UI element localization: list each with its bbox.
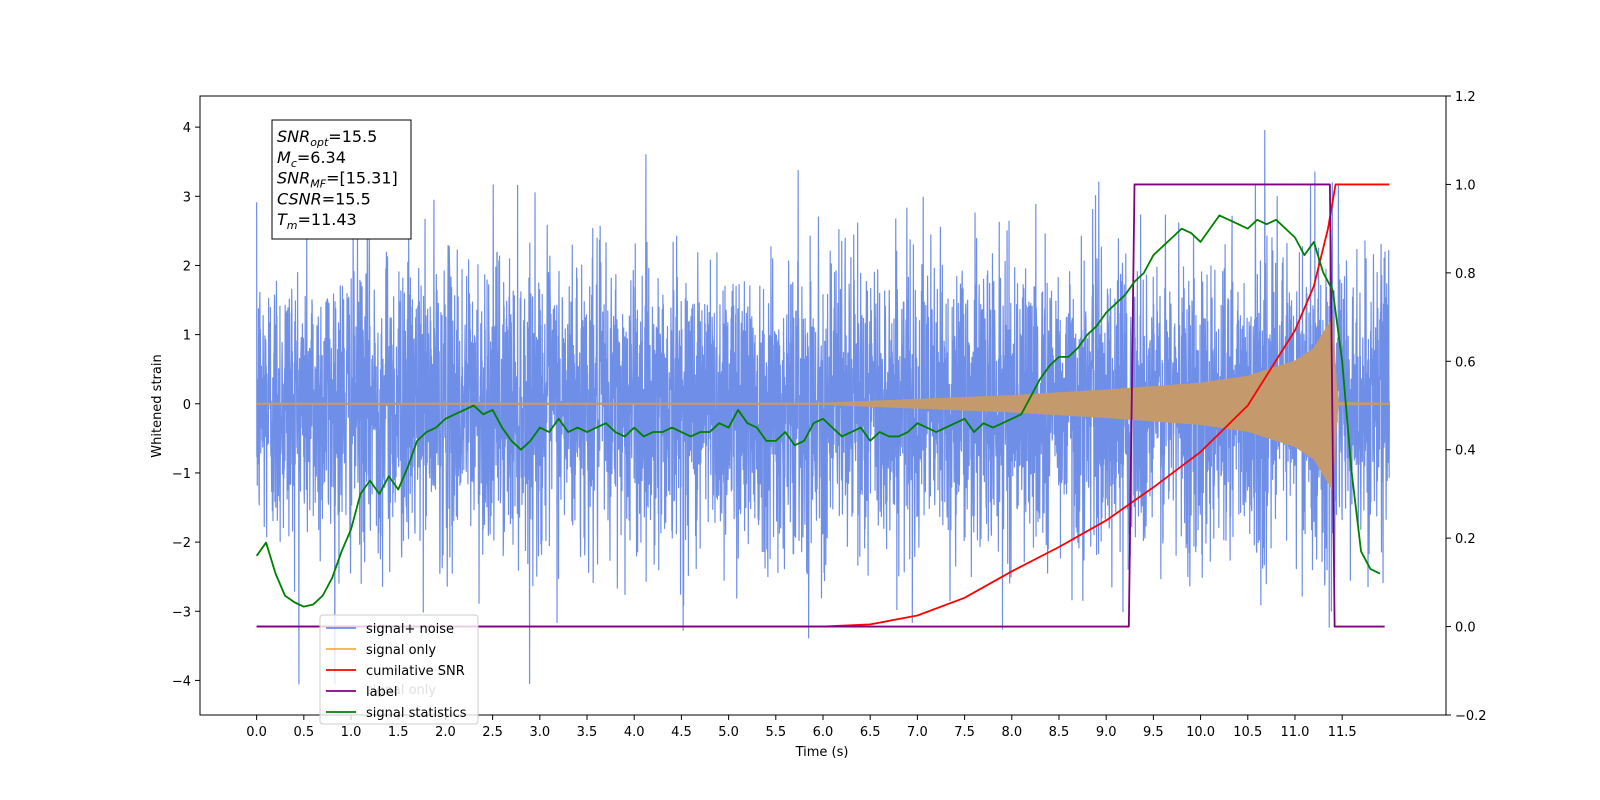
y-tick-label: 2 [183, 259, 191, 274]
annotation-value: =15.5 [322, 189, 371, 208]
legend: signal only signal+ noise signal only cumil… [319, 614, 479, 725]
legend-label: cumilative SNR [366, 664, 465, 679]
x-tick-label: 0.5 [293, 725, 314, 740]
annotation-value: =15.5 [328, 127, 377, 146]
legend-label: signal only [366, 643, 436, 658]
annotation-line: CSNR=15.5 [277, 189, 371, 208]
y2-tick-label: 0.6 [1455, 355, 1476, 370]
y-tick-label: 4 [183, 121, 191, 136]
annotation-value: =11.43 [298, 210, 357, 229]
y-tick-label: 3 [183, 190, 191, 205]
x-axis-label: Time (s) [795, 745, 849, 760]
legend-hidden-text: signal only [366, 683, 436, 698]
y2-tick-label: 0.0 [1455, 621, 1476, 636]
x-tick-label: 9.5 [1143, 725, 1164, 740]
annotation-line: SNRopt=15.5 [277, 127, 377, 149]
x-tick-label: 9.0 [1096, 725, 1117, 740]
y2-tick-label: 1.0 [1455, 178, 1476, 193]
y-axis-left: 4 3 2 1 0 −1 −2 −3 −4 [172, 121, 200, 689]
x-tick-label: 6.0 [813, 725, 834, 740]
x-tick-label: 7.0 [907, 725, 928, 740]
x-tick-label: 4.5 [671, 725, 692, 740]
y2-tick-label: −0.2 [1455, 709, 1487, 724]
y-tick-label: −3 [172, 605, 191, 620]
y2-tick-label: 0.8 [1455, 267, 1476, 282]
annotation-value: =6.34 [297, 148, 346, 167]
annotation-symbol: M [277, 148, 291, 167]
legend-label: label [366, 685, 397, 700]
legend-label: signal statistics [366, 706, 467, 721]
signal-noise-line [256, 129, 1390, 685]
right-axis-series [255, 183, 1390, 628]
x-tick-label: 5.0 [718, 725, 739, 740]
x-tick-label: 11.5 [1328, 725, 1357, 740]
y-tick-label: −2 [172, 536, 191, 551]
x-tick-label: 2.5 [482, 725, 503, 740]
annotation-box-frame [271, 119, 412, 240]
x-tick-label: 4.0 [624, 725, 645, 740]
annotation-symbol: T [277, 210, 288, 229]
annotation-symbol: SNR [277, 127, 310, 146]
series-signal-noise [256, 129, 1390, 685]
annotation-subscript: c [291, 157, 297, 170]
y2-tick-label: 0.4 [1455, 444, 1476, 459]
y-axis-right: 1.2 1.0 0.8 0.6 0.4 0.2 0.0 −0.2 [1446, 90, 1487, 724]
x-tick-label: 0.0 [246, 725, 267, 740]
annotation-subscript: opt [310, 136, 329, 149]
x-tick-label: 5.5 [765, 725, 786, 740]
x-tick-label: 3.5 [577, 725, 598, 740]
x-tick-label: 1.5 [388, 725, 409, 740]
x-tick-label: 10.0 [1186, 725, 1215, 740]
x-axis: 0.0 0.5 1.0 1.5 2.0 2.5 3.0 3.5 4.0 4.5 5.0 5.5 6.0 6… [246, 715, 1357, 740]
x-tick-label: 11.0 [1280, 725, 1309, 740]
annotation-symbol: CSNR [277, 189, 322, 208]
x-tick-label: 8.0 [1001, 725, 1022, 740]
x-tick-label: 1.0 [341, 725, 362, 740]
y2-tick-label: 1.2 [1455, 90, 1476, 105]
series-signal-only [256, 316, 1390, 492]
y-tick-label: −1 [172, 467, 191, 482]
annotation-subscript: MF [310, 178, 326, 191]
annotation-value: =[15.31] [326, 169, 398, 188]
series-signal-statistics-line [255, 214, 1381, 608]
x-tick-label: 2.0 [435, 725, 456, 740]
x-tick-label: 3.0 [529, 725, 550, 740]
y-tick-label: 1 [183, 329, 191, 344]
y-axis-label: Whitened strain [150, 354, 165, 457]
x-tick-label: 7.5 [954, 725, 975, 740]
annotation-box: SNRopt=15.5Mc=6.34SNRMF=[15.31]CSNR=15.5… [271, 119, 412, 240]
annotation-subscript: m [287, 219, 298, 232]
annotation-line: SNRMF=[15.31] [277, 169, 398, 191]
legend-frame [319, 614, 479, 725]
x-tick-label: 6.5 [860, 725, 881, 740]
y-tick-label: 0 [183, 398, 191, 413]
signal-only-envelope [256, 316, 1390, 492]
legend-label: signal+ noise [366, 622, 454, 637]
series-label-line [256, 183, 1385, 628]
annotation-line: Tm=11.43 [277, 210, 357, 232]
x-tick-label: 10.5 [1233, 725, 1262, 740]
annotation-line: Mc=6.34 [277, 148, 346, 170]
y-tick-label: −4 [172, 674, 191, 689]
x-tick-label: 8.5 [1049, 725, 1070, 740]
annotation-symbol: SNR [277, 169, 310, 188]
y2-tick-label: 0.2 [1455, 532, 1476, 547]
